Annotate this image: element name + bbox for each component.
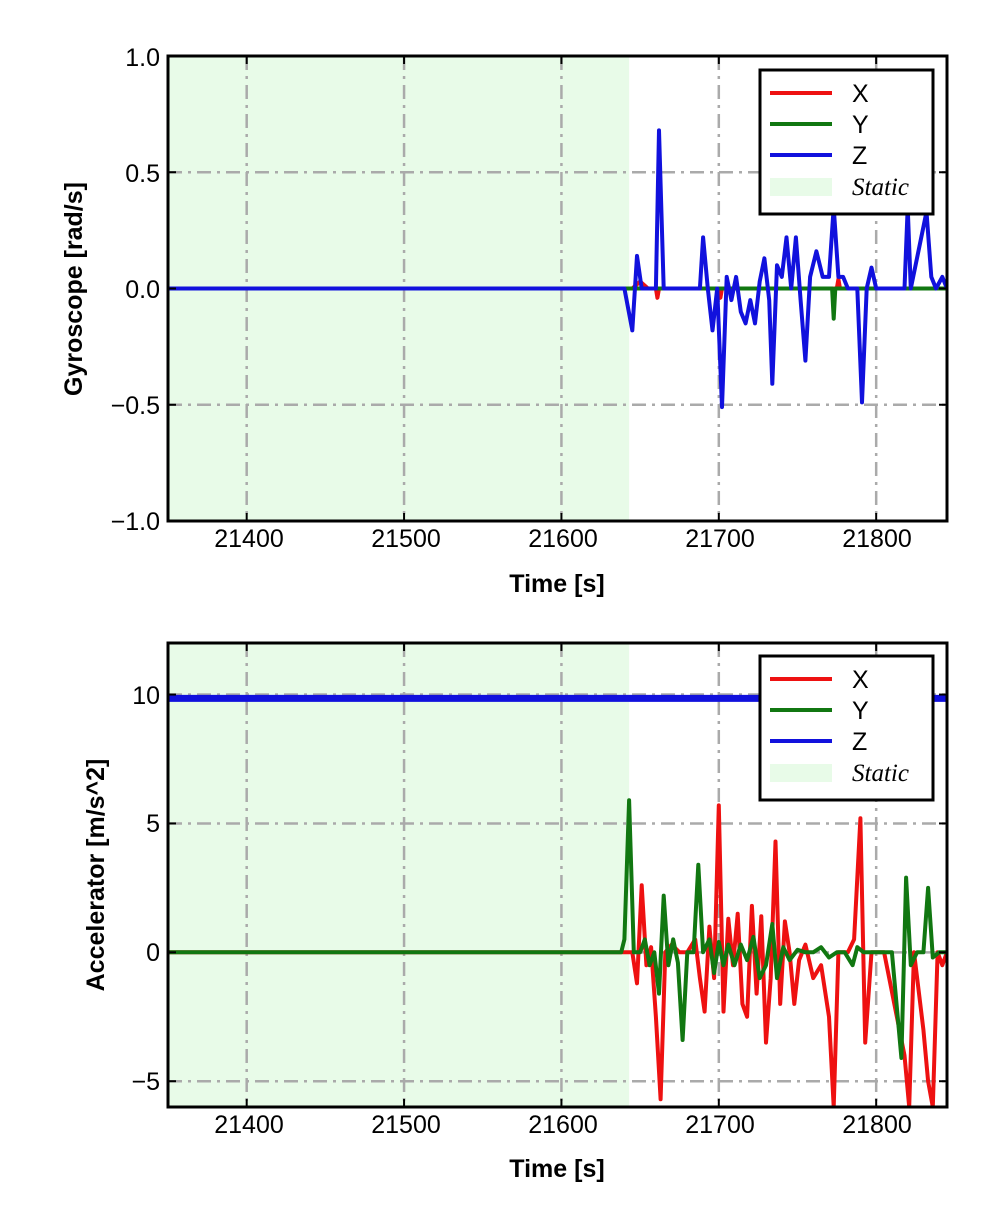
accelerator-plot-area [166, 641, 949, 1109]
accelerator-legend: X Y Z Static [758, 654, 935, 802]
accelerator-x-tick-label: 21500 [371, 1111, 441, 1139]
accelerator-x-tick-label: 21700 [685, 1111, 755, 1139]
accelerator-chart: X Y Z Static 10 5 0 −5 21400 21500 21600… [82, 641, 949, 1183]
accelerator-legend-static-label: Static [852, 760, 909, 787]
accelerator-y-tick-label: 10 [132, 682, 160, 710]
gyroscope-y-tick-label: 1.0 [125, 44, 160, 72]
accelerator-x-tick-label: 21600 [528, 1111, 598, 1139]
accelerator-axes-frame [166, 641, 949, 1109]
accelerator-y-axis-title: Accelerator [m/s^2] [82, 759, 110, 992]
accelerator-legend-x-label: X [852, 666, 869, 694]
gyroscope-legend-static-label: Static [852, 174, 909, 201]
gyroscope-x-tick-label: 21600 [528, 525, 598, 553]
gyroscope-chart: X Y Z Static 1.0 0.5 0.0 −0.5 −1.0 21400… [60, 44, 949, 598]
accelerator-x-tick-label: 21400 [214, 1111, 284, 1139]
accelerator-y-tick-label: 0 [146, 939, 160, 967]
gyroscope-x-axis-title: Time [s] [509, 570, 604, 598]
gyroscope-y-tick-label: 0.0 [125, 276, 160, 304]
gyroscope-y-axis-title: Gyroscope [rad/s] [60, 182, 88, 396]
gyroscope-y-tick-label: 0.5 [125, 160, 160, 188]
gyroscope-x-tick-label: 21500 [371, 525, 441, 553]
accelerator-legend-z-label: Z [852, 728, 867, 756]
gyroscope-legend: X Y Z Static [758, 68, 935, 216]
gyroscope-legend-y-label: Y [852, 111, 869, 139]
gyroscope-x-tick-label: 21700 [685, 525, 755, 553]
accelerator-y-tick-label: −5 [131, 1068, 160, 1096]
accelerator-y-tick-label: 5 [146, 810, 160, 838]
accelerator-legend-static-swatch [770, 764, 832, 782]
accelerator-series-y-line [168, 798, 947, 1060]
gyroscope-series-z-line [168, 128, 947, 410]
gyroscope-y-tick-label: −1.0 [111, 508, 160, 536]
gyroscope-legend-static-swatch [770, 178, 832, 196]
accelerator-legend-y-label: Y [852, 697, 869, 725]
gyroscope-y-tick-label: −0.5 [111, 392, 160, 420]
gyroscope-legend-z-label: Z [852, 142, 867, 170]
gyroscope-x-tick-label: 21800 [842, 525, 912, 553]
gyroscope-x-tick-label: 21400 [214, 525, 284, 553]
accelerator-x-axis-title: Time [s] [509, 1155, 604, 1183]
gyroscope-plot-area [166, 54, 949, 523]
accelerator-static-region [168, 643, 630, 1107]
gyroscope-legend-x-label: X [852, 80, 869, 108]
accelerator-x-tick-label: 21800 [842, 1111, 912, 1139]
